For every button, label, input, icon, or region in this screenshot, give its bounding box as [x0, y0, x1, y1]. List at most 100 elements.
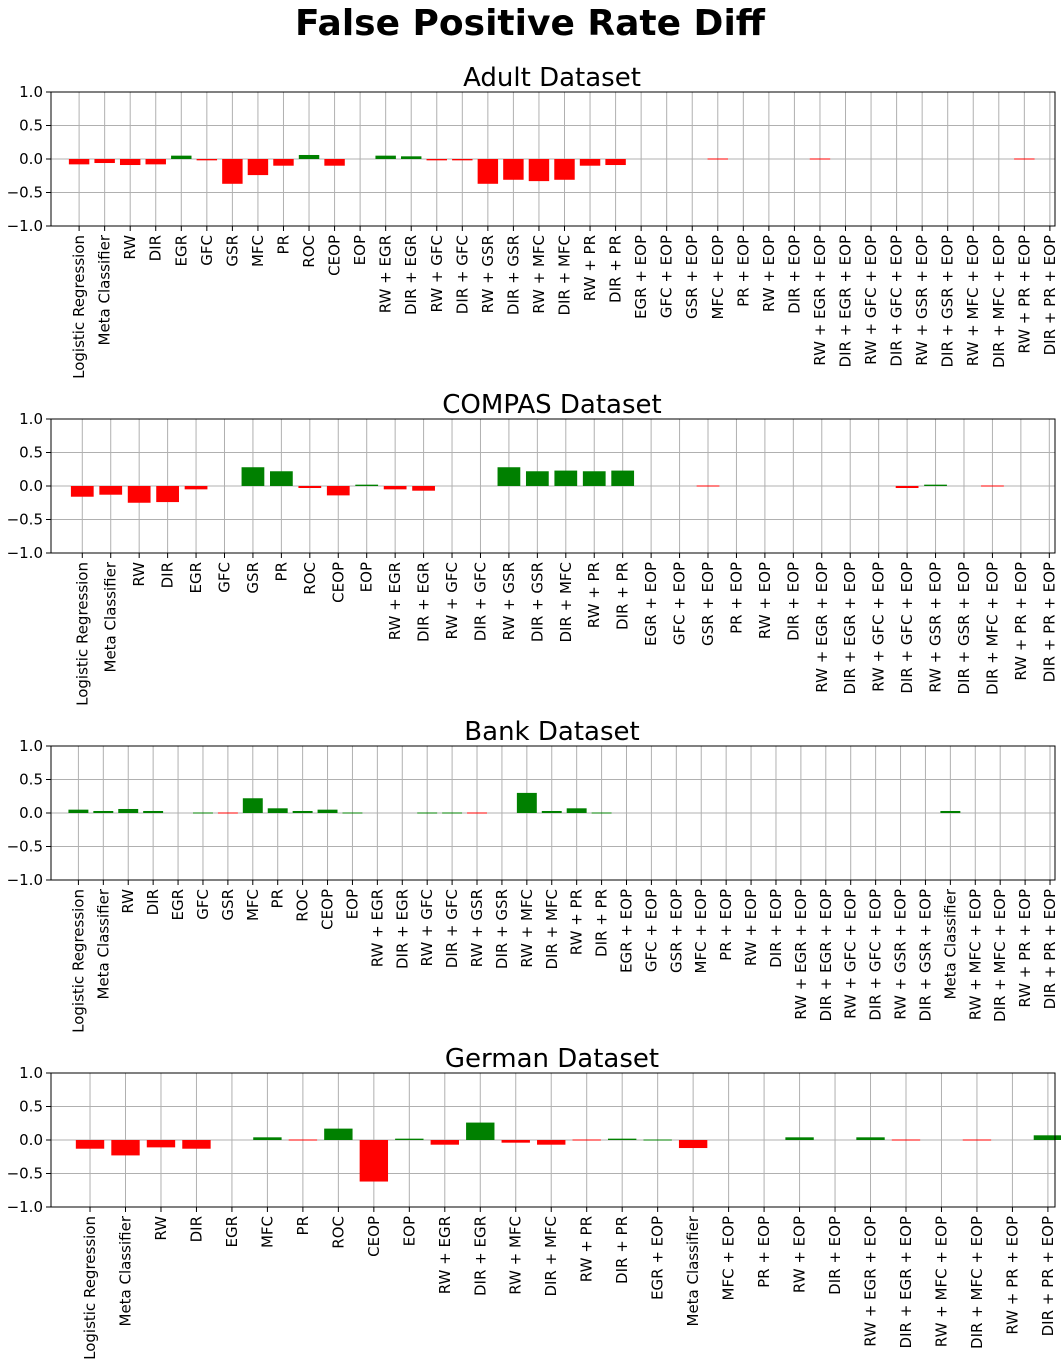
panel-1: 1.0 0.5 0.0 −0.5 −1.0 Logistic Regression Meta…	[7, 390, 1059, 706]
x-tick-label: DIR + EGR + EOP	[897, 1216, 915, 1348]
bar	[68, 809, 89, 813]
bar	[809, 158, 831, 160]
bar	[355, 484, 379, 486]
bar	[118, 808, 139, 813]
x-tick-label: PR + EOP	[727, 562, 745, 634]
panel-title: Adult Dataset	[463, 63, 641, 93]
bar	[566, 808, 587, 813]
bar	[400, 156, 422, 159]
x-tick-label: RW + EOP	[756, 562, 774, 639]
x-tick-label: RW + EGR + EOP	[862, 1216, 880, 1347]
x-tick-label: DIR + MFC + EOP	[990, 235, 1008, 368]
x-tick-label: Meta Classifier	[117, 1215, 135, 1326]
x-tick-label: RW + PR + EOP	[1003, 1216, 1021, 1335]
x-tick-label: DIR + GFC + EOP	[867, 889, 885, 1021]
bar	[93, 810, 114, 813]
x-tick-label: RW + GFC + EOP	[842, 889, 860, 1019]
x-tick-label: PR	[294, 1216, 312, 1235]
y-tick-label: −0.5	[7, 184, 43, 202]
bar	[981, 485, 1004, 487]
x-tick-label: DIR + PR	[613, 1216, 631, 1284]
x-tick-label: Logistic Regression	[70, 235, 88, 379]
x-tick-label: CEOP	[329, 562, 347, 603]
x-tick-label: RW + MFC + EOP	[932, 1216, 950, 1347]
x-tick-label: RW + EGR	[386, 562, 404, 640]
x-tick-label: RW + MFC + EOP	[966, 889, 984, 1020]
bar	[466, 1122, 495, 1140]
x-tick-label: DIR	[147, 235, 165, 261]
bar	[94, 159, 115, 164]
x-tick-label: RW	[130, 562, 148, 587]
x-tick-label: DIR + PR + EOP	[1041, 235, 1059, 355]
y-tick-label: 1.0	[19, 410, 43, 428]
y-tick-label: 0.5	[19, 1098, 43, 1116]
x-tick-label: GFC + EOP	[642, 889, 660, 972]
x-tick-label: RW + MFC	[530, 235, 548, 314]
x-tick-label: DIR + GSR	[528, 562, 546, 642]
x-tick-label: EGR	[223, 1216, 241, 1248]
axes-frame	[50, 1072, 1056, 1208]
bar	[940, 810, 961, 813]
bar	[70, 486, 94, 497]
x-tick-label: DIR + PR	[593, 889, 611, 957]
y-tick-label: −1.0	[7, 871, 43, 889]
bar	[477, 159, 499, 184]
bar	[217, 812, 238, 814]
x-tick-label: Logistic Regression	[81, 1216, 99, 1360]
x-tick-label: GFC	[194, 889, 212, 920]
y-tick-label: −1.0	[7, 217, 43, 235]
x-tick-label: PR	[274, 235, 292, 254]
x-tick-label: RW + EOP	[760, 235, 778, 312]
bar	[591, 812, 612, 814]
x-tick-label: RW + PR	[578, 1216, 596, 1282]
x-tick-label: GFC + EOP	[671, 562, 689, 645]
x-tick-label: RW + EGR + EOP	[811, 235, 829, 366]
x-tick-label: DIR + MFC	[543, 889, 561, 970]
y-tick-label: 0.0	[19, 804, 43, 822]
y-tick-label: 1.0	[19, 737, 43, 755]
x-tick-label: RW	[152, 1216, 170, 1241]
bar	[962, 1139, 992, 1141]
bar	[292, 810, 313, 813]
x-tick-label: DIR + GFC + EOP	[888, 235, 906, 367]
bar	[127, 486, 151, 503]
bar	[111, 1140, 140, 1156]
x-tick-label: DIR + PR	[607, 235, 625, 303]
x-tick-label: RW + GFC	[418, 889, 436, 966]
x-tick-label: RW + PR + EOP	[1012, 562, 1030, 681]
x-tick-label: RW + GFC + EOP	[870, 562, 888, 692]
x-tick-label: RW + GSR	[468, 889, 486, 967]
x-tick-label: EGR	[187, 562, 205, 594]
x-tick-label: CEOP	[365, 1216, 383, 1257]
x-tick-label: EGR + EOP	[642, 562, 660, 646]
x-tick-label: GSR	[244, 562, 262, 594]
x-tick-label: ROC	[300, 235, 318, 268]
bar	[442, 812, 463, 814]
x-tick-label: RW	[121, 235, 139, 260]
bar	[119, 159, 141, 166]
bar	[253, 1137, 282, 1140]
x-tick-label: RW + PR	[581, 235, 599, 301]
bar	[171, 155, 192, 159]
x-tick-label: Meta Classifier	[94, 888, 112, 999]
x-tick-label: RW + MFC	[507, 1216, 525, 1295]
bar	[503, 159, 524, 180]
x-tick-label: RW + MFC	[518, 889, 536, 968]
bar	[184, 486, 208, 490]
bar	[528, 159, 550, 182]
bar	[247, 159, 269, 176]
x-tick-label: Meta Classifier	[102, 561, 120, 672]
panel-3: 1.0 0.5 0.0 −0.5 −1.0 Logistic Regression Meta…	[7, 1044, 1061, 1360]
bar	[891, 1139, 921, 1141]
x-tick-label: Meta Classifier	[941, 888, 959, 999]
x-tick-label: ROC	[294, 889, 312, 922]
x-tick-label: DIR + GFC	[453, 235, 471, 314]
x-tick-label: PR	[272, 562, 290, 581]
bar	[298, 154, 320, 159]
x-tick-label: MFC + EOP	[709, 235, 727, 319]
figure-title: False Positive Rate Diff	[295, 3, 766, 44]
bar	[430, 1140, 459, 1145]
bar	[395, 1138, 424, 1140]
bar	[317, 809, 338, 813]
